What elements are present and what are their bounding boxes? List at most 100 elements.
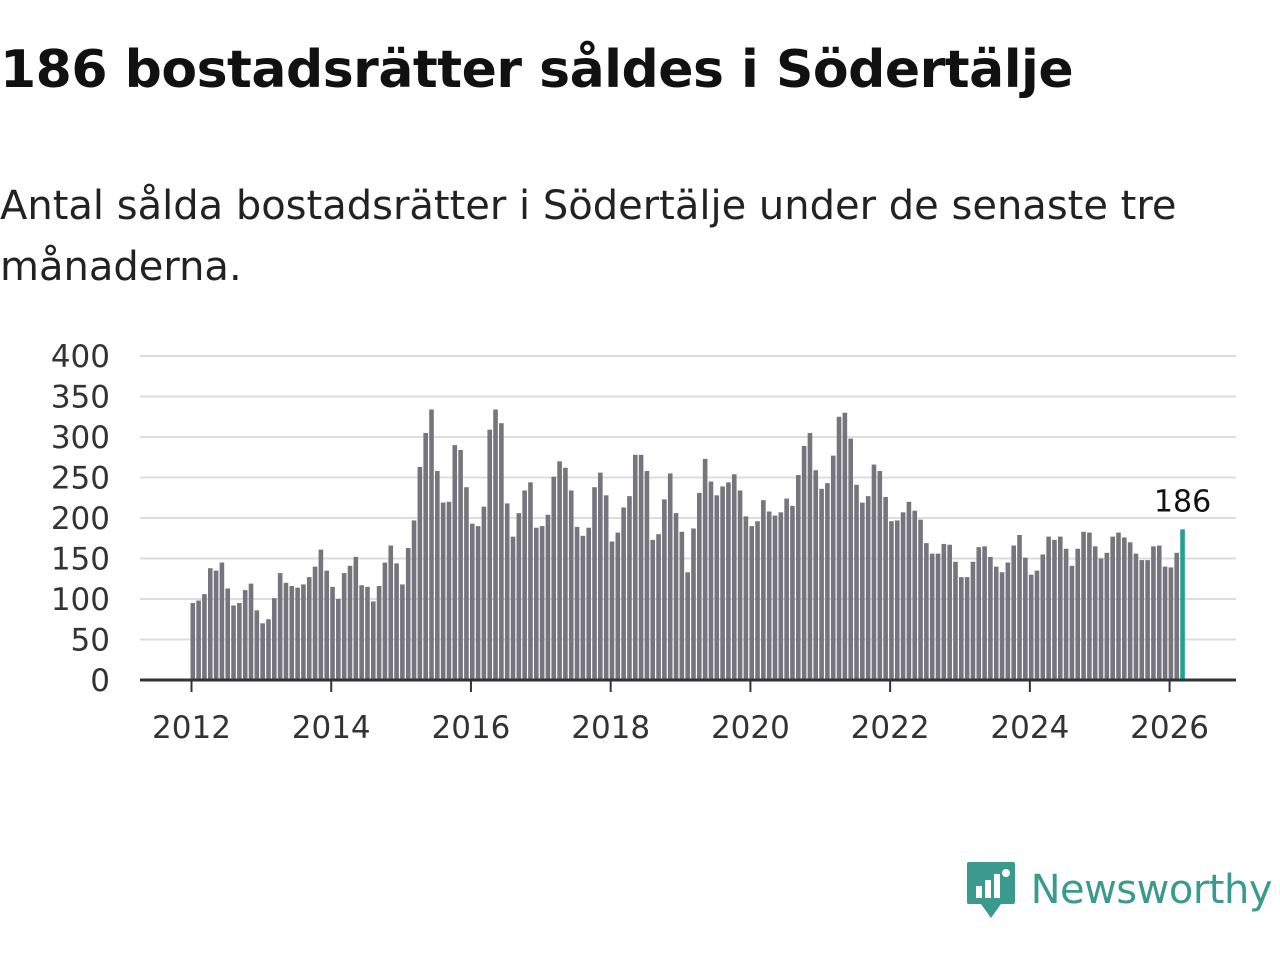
- bar: [819, 488, 824, 680]
- bar: [207, 568, 213, 680]
- y-tick-label: 50: [71, 623, 110, 659]
- bar: [464, 487, 469, 680]
- bar: [510, 536, 516, 680]
- bar: [1081, 531, 1086, 680]
- bar: [330, 586, 335, 680]
- bar: [1139, 560, 1145, 680]
- bar: [999, 572, 1005, 680]
- bar: [801, 445, 807, 680]
- bar: [1017, 535, 1022, 680]
- bar: [615, 532, 621, 680]
- bar: [1156, 545, 1162, 680]
- bar-highlighted: [1180, 529, 1185, 680]
- bar: [481, 506, 487, 680]
- bar: [1151, 546, 1156, 680]
- bar: [1005, 562, 1011, 680]
- bar: [621, 507, 626, 680]
- bar: [912, 510, 918, 680]
- bar: [568, 490, 574, 680]
- y-tick-label: 400: [51, 339, 110, 375]
- bar: [423, 432, 428, 680]
- bar: [341, 573, 347, 680]
- bar: [1052, 539, 1057, 680]
- bar: [592, 487, 597, 680]
- bar: [697, 492, 702, 680]
- bar: [516, 513, 522, 680]
- bar: [219, 562, 225, 680]
- bar: [347, 565, 353, 680]
- bar: [370, 601, 376, 680]
- tick-labels: 0 50 100 150 200 250 300 350 400 186 2012 2014 2016 2…: [51, 339, 1211, 746]
- bar: [231, 605, 236, 680]
- bar: [598, 472, 603, 680]
- bar: [854, 484, 859, 680]
- bar: [603, 495, 609, 680]
- bar: [557, 461, 562, 680]
- bar: [1122, 537, 1127, 680]
- brand-name: Newsworthy: [1030, 867, 1273, 913]
- bar: [289, 586, 295, 680]
- bar: [691, 528, 696, 680]
- bar: [644, 471, 650, 680]
- bar: [493, 409, 498, 680]
- bar: [953, 561, 958, 680]
- bar: [772, 515, 778, 680]
- bar: [213, 570, 219, 680]
- bar: [737, 490, 743, 680]
- bar: [1057, 536, 1063, 680]
- bar: [237, 603, 242, 680]
- bar: [1069, 565, 1075, 680]
- bar: [1110, 536, 1115, 680]
- axes: [140, 678, 1236, 692]
- bar: [807, 432, 813, 680]
- bar: [301, 584, 306, 680]
- x-tick-label: 2012: [152, 710, 231, 746]
- bar: [964, 577, 970, 680]
- bar: [825, 483, 830, 680]
- bar: [1104, 552, 1110, 680]
- x-tick-label: 2014: [292, 710, 371, 746]
- bar: [906, 501, 912, 680]
- y-tick-label: 250: [51, 461, 110, 497]
- bar: [1145, 560, 1150, 680]
- bar: [400, 584, 405, 680]
- bar: [993, 566, 999, 680]
- bar: [877, 471, 883, 680]
- bar: [1098, 558, 1104, 680]
- bar: [376, 586, 382, 680]
- bar: [202, 594, 207, 680]
- bar: [947, 544, 952, 680]
- bar: [778, 512, 784, 680]
- bar: [429, 409, 434, 680]
- bar: [650, 539, 656, 680]
- bar: [283, 582, 289, 680]
- bar: [842, 412, 848, 680]
- bar: [563, 467, 568, 680]
- bar: [1127, 542, 1133, 680]
- bar: [353, 556, 359, 680]
- bar: [743, 516, 749, 680]
- bar: [1116, 532, 1121, 680]
- bar: [190, 603, 196, 680]
- x-tick-label: 2026: [1130, 710, 1209, 746]
- bar: [871, 464, 877, 680]
- bar: [830, 455, 836, 680]
- newsworthy-brand[interactable]: Newsworthy: [965, 860, 1273, 920]
- bar: [312, 566, 318, 680]
- bar: [417, 466, 423, 680]
- y-tick-label: 200: [51, 501, 110, 537]
- bars: [190, 409, 1185, 680]
- bar: [574, 526, 580, 680]
- bar: [196, 600, 201, 680]
- bar: [266, 619, 271, 680]
- bar: [475, 526, 481, 680]
- bar: [836, 416, 842, 680]
- bar: [976, 547, 982, 680]
- bar: [365, 586, 370, 680]
- bar: [272, 598, 277, 680]
- bar: [1092, 546, 1098, 680]
- bar: [534, 527, 539, 680]
- bar: [708, 481, 714, 680]
- bar: [795, 475, 801, 680]
- bar: [894, 520, 900, 680]
